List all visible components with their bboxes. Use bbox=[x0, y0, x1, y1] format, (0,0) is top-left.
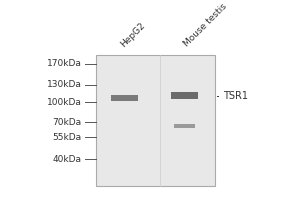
Text: TSR1: TSR1 bbox=[223, 91, 248, 101]
Bar bbox=[174, 124, 195, 128]
Text: 70kDa: 70kDa bbox=[52, 118, 82, 127]
Text: 55kDa: 55kDa bbox=[52, 133, 82, 142]
Text: 100kDa: 100kDa bbox=[47, 98, 82, 107]
Bar bbox=[111, 95, 138, 101]
Text: 130kDa: 130kDa bbox=[47, 80, 82, 89]
Bar bbox=[171, 92, 198, 99]
Bar bbox=[97, 55, 215, 186]
Text: 170kDa: 170kDa bbox=[47, 59, 82, 68]
Text: HepG2: HepG2 bbox=[118, 21, 146, 49]
Text: 40kDa: 40kDa bbox=[52, 155, 82, 164]
Text: Mouse testis: Mouse testis bbox=[182, 2, 229, 49]
